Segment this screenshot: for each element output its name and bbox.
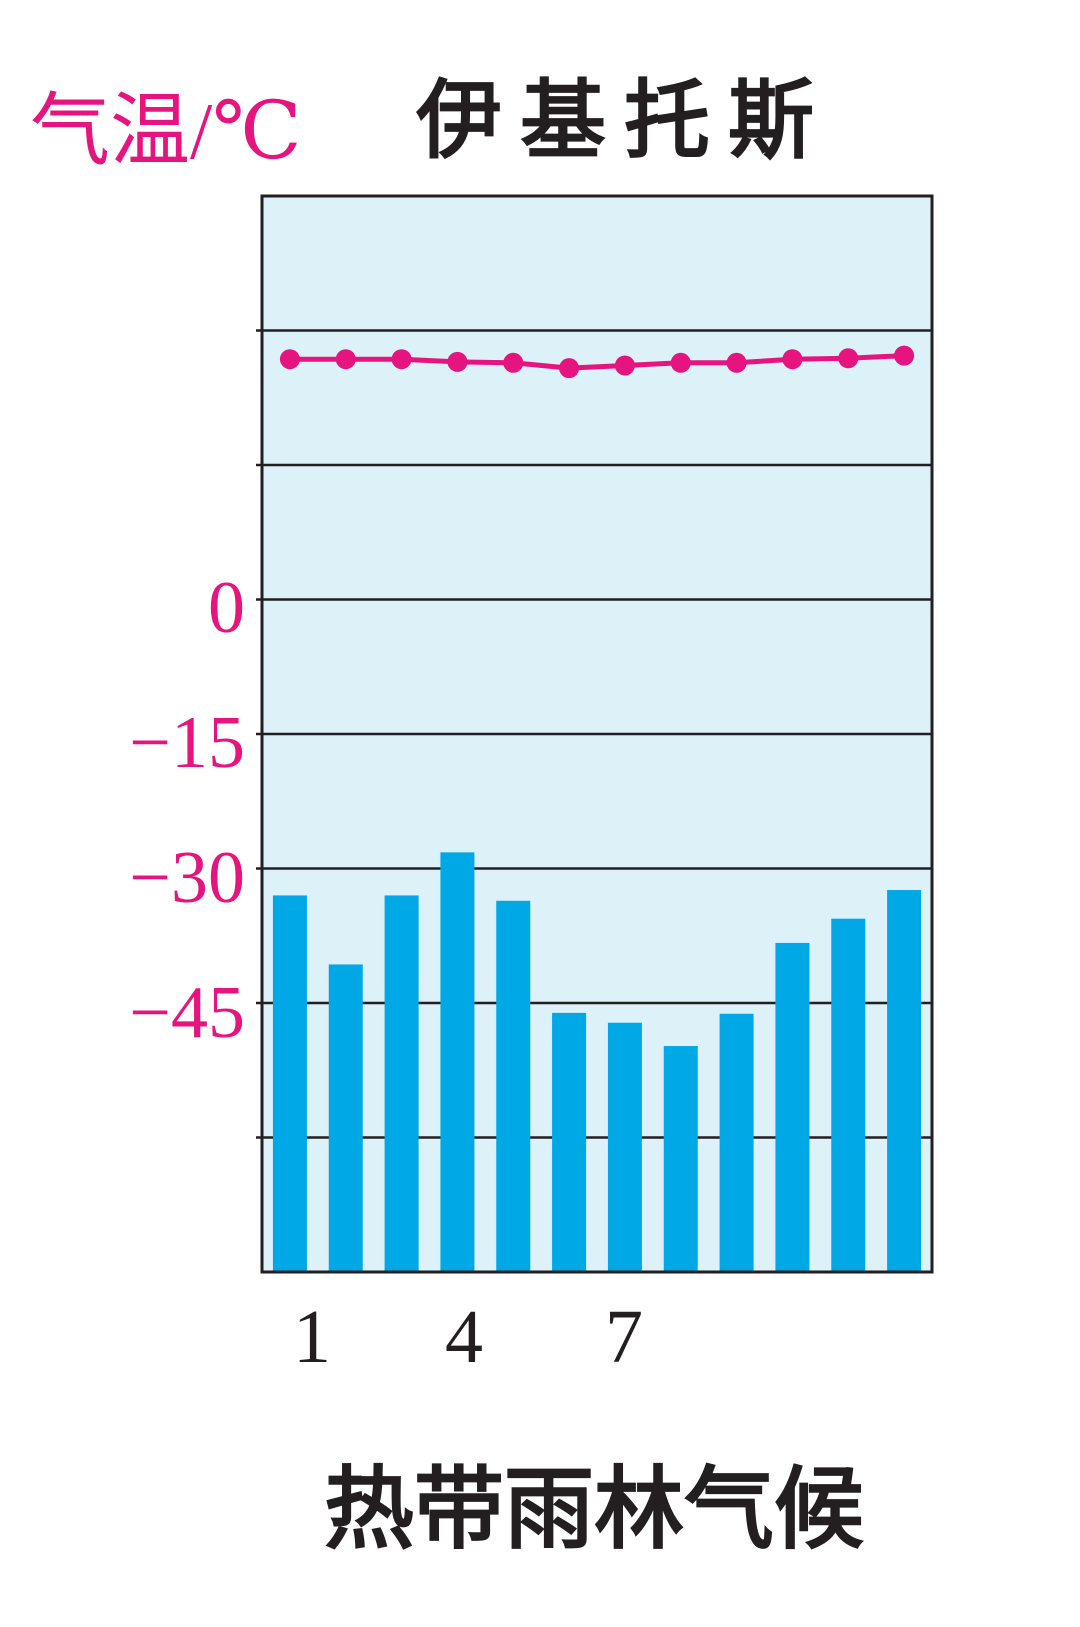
temperature-point bbox=[503, 352, 524, 373]
precipitation-bar bbox=[384, 895, 419, 1272]
x-tick-label: 1 bbox=[293, 1295, 331, 1379]
chart-title: 伊基托斯 bbox=[415, 70, 832, 171]
precipitation-bar bbox=[272, 895, 307, 1272]
temperature-point bbox=[391, 349, 412, 370]
precipitation-bar bbox=[440, 852, 475, 1272]
temperature-point bbox=[670, 352, 691, 373]
climate-type-caption: 热带雨林气候 bbox=[324, 1456, 865, 1562]
precipitation-bar bbox=[887, 890, 922, 1272]
y-tick-label: 0 bbox=[208, 567, 245, 649]
x-tick-labels: 1 4 7 bbox=[293, 1295, 643, 1379]
temperature-point bbox=[614, 355, 635, 376]
x-tick-label: 4 bbox=[445, 1295, 483, 1379]
x-tick-label: 7 bbox=[605, 1295, 643, 1379]
temperature-point bbox=[335, 349, 356, 370]
y-tick-label: −45 bbox=[129, 972, 245, 1054]
plot-frame bbox=[260, 194, 934, 1274]
precipitation-bars bbox=[272, 852, 922, 1272]
temperature-point bbox=[726, 352, 747, 373]
precipitation-bar bbox=[831, 918, 866, 1272]
precipitation-bar bbox=[775, 942, 810, 1272]
temperature-point bbox=[838, 348, 859, 369]
y-tick-label: −30 bbox=[129, 837, 245, 919]
precipitation-bar bbox=[496, 900, 531, 1272]
temperature-point bbox=[782, 349, 803, 370]
y-axis-label: 气温/℃ bbox=[30, 88, 302, 176]
precipitation-bar bbox=[328, 964, 363, 1272]
temperature-point bbox=[447, 351, 468, 372]
temperature-point bbox=[279, 349, 300, 370]
temperature-point bbox=[894, 345, 915, 366]
precipitation-bar bbox=[719, 1013, 754, 1272]
temperature-point bbox=[559, 358, 580, 379]
y-tick-labels: 0 −15 −30 −45 bbox=[129, 567, 245, 1054]
precipitation-bar bbox=[663, 1046, 698, 1272]
y-tick-label: −15 bbox=[129, 702, 245, 784]
precipitation-bar bbox=[607, 1022, 642, 1272]
temperature-line bbox=[279, 345, 915, 379]
precipitation-bar bbox=[552, 1012, 587, 1272]
gridlines bbox=[256, 329, 932, 1139]
